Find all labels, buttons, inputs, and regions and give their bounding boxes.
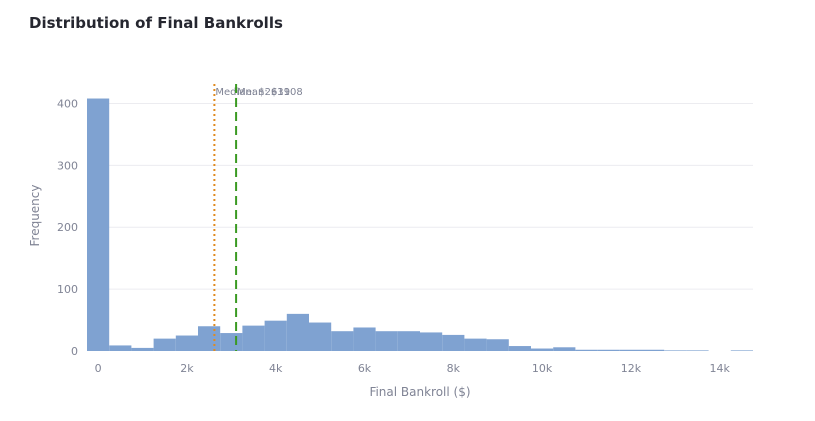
y-tick-label: 200 <box>57 221 78 234</box>
x-tick-label: 6k <box>358 362 372 375</box>
x-tick-label: 14k <box>710 362 731 375</box>
histogram-bar <box>331 331 354 351</box>
chart-title: Distribution of Final Bankrolls <box>29 14 283 32</box>
histogram-bar <box>730 350 753 351</box>
x-tick-label: 12k <box>621 362 642 375</box>
histogram-bar <box>309 322 332 351</box>
histogram-bar <box>508 346 531 351</box>
histogram-bar <box>642 349 665 351</box>
histogram-bar <box>553 347 576 351</box>
histogram-bar <box>286 313 309 351</box>
histogram-bar <box>375 331 398 351</box>
grid-lines <box>87 102 753 290</box>
histogram-bar <box>464 338 487 351</box>
histogram-bar <box>619 349 642 351</box>
x-tick-labels: 0 2k 4k 6k 8k 10k 12k 14k <box>95 362 731 375</box>
histogram-bar <box>397 331 420 351</box>
y-tick-label: 400 <box>57 97 78 110</box>
histogram-bar <box>597 349 620 351</box>
histogram-bar <box>664 350 687 351</box>
histogram-bar <box>87 98 110 352</box>
histogram-bar <box>153 338 176 351</box>
y-tick-label: 0 <box>71 345 78 358</box>
histogram-bar <box>109 345 132 351</box>
x-axis-title: Final Bankroll ($) <box>369 385 470 399</box>
histogram-bar <box>131 347 154 351</box>
histogram-bar <box>420 332 443 351</box>
x-tick-label: 8k <box>447 362 461 375</box>
histogram-bar <box>220 333 243 351</box>
x-tick-label: 10k <box>532 362 553 375</box>
histogram-bar <box>442 334 465 351</box>
histogram-bar <box>198 326 221 351</box>
x-tick-label: 0 <box>95 362 102 375</box>
y-tick-labels: 0 100 200 300 400 <box>57 97 78 358</box>
histogram-bar <box>686 350 709 351</box>
x-tick-label: 2k <box>180 362 194 375</box>
histogram-bar <box>486 339 509 351</box>
median-annotation: Median: $2619 <box>215 87 290 98</box>
histogram-bar <box>264 320 287 351</box>
histogram-bar <box>353 327 376 351</box>
y-tick-label: 100 <box>57 283 78 296</box>
histogram-bars <box>87 98 753 352</box>
mean-annotation: Mean: $3108 <box>237 87 303 98</box>
y-axis-title: Frequency <box>28 185 42 247</box>
histogram-bar <box>242 325 265 351</box>
histogram-bar <box>175 335 198 351</box>
y-tick-label: 300 <box>57 159 78 172</box>
x-tick-label: 4k <box>269 362 283 375</box>
histogram-bar <box>575 349 598 351</box>
histogram-bar <box>531 348 554 351</box>
